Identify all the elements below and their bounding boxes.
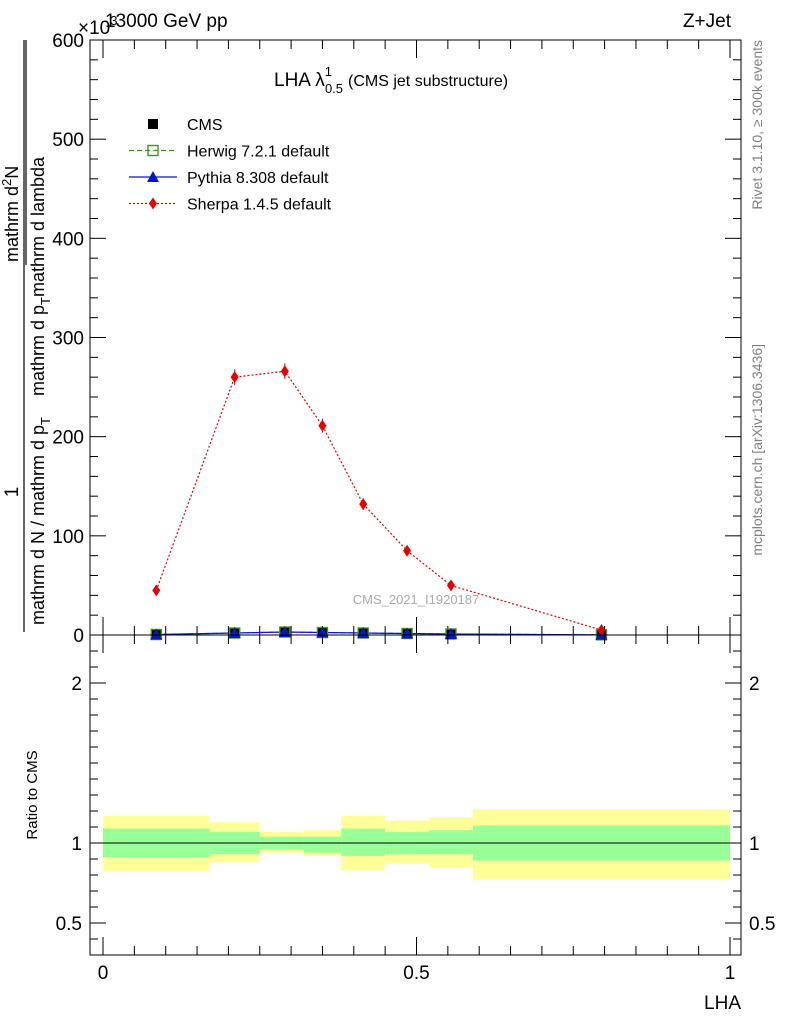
legend-marker-open-square [147,144,159,157]
legend: CMS Herwig 7.2.1 default Pythia 8.308 defa… [129,117,332,214]
ratio-band-inner [303,836,342,853]
data-point-triangle [150,628,163,640]
plot-title: LHA λ1 0.5 (CMS jet substructure) [274,64,508,96]
legend-label: Pythia 8.308 default [187,170,329,187]
y-label-num-n: N [2,166,22,179]
data-point-diamond [359,498,368,511]
x-tick-label: 0.5 [403,963,429,984]
main-x-ticks [102,40,731,635]
plot-title-subscript: 0.5 [325,81,343,96]
process-label: Z+Jet [683,11,732,32]
ratio-panel-frame [89,634,742,956]
ratio-band-inner [341,828,386,856]
legend-marker-diamond [149,197,157,210]
data-point-diamond [152,584,161,597]
ratio-x-axis: 0 0.5 1 [98,635,736,984]
data-point-diamond [318,419,327,432]
main-y-tick-label: 300 [52,329,84,350]
y-label-inner-denominator: mathrm d pTmathrm d lambda [28,156,53,396]
plot-title-main: LHA λ [274,70,325,91]
energy-label: 13000 GeV pp [105,11,228,32]
series-line-2 [156,631,602,636]
side-label-top: Rivet 3.1.10, ≥ 300k events [749,40,765,210]
ratio-y-label: Ratio to CMS [24,750,41,839]
watermark: CMS_2021_I1920187 [353,592,480,607]
y-label-num-sup: 2 [0,179,14,186]
ratio-y-tick-label-right: 0.5 [749,914,775,935]
x-tick-label: 0 [98,963,109,984]
main-y-tick-label: 200 [52,428,84,449]
y-label-den2-sub: T [38,297,53,305]
legend-label: Herwig 7.2.1 default [187,144,330,161]
main-y-tick-label: 0 [73,626,84,647]
data-point-diamond [446,579,455,592]
series-line-3 [155,370,602,631]
data-point-diamond [230,371,239,384]
ratio-y-axis: 0.5 0.5 1 1 2 2 [56,650,775,940]
y-label-den2-text: mathrm d p [28,305,48,396]
data-point-diamond [280,365,289,378]
exponent-power: 3 [110,13,117,28]
main-y-axis-label: 1 mathrm d N / mathrm d pT mathrm d2N ma… [0,40,53,632]
exponent-base: ×10 [78,18,110,39]
y-label-num-d: mathrm d [2,186,22,262]
plot-title-superscript: 1 [325,64,332,79]
main-y-tick-label: 600 [52,31,84,52]
main-y-tick-label: 400 [52,229,84,250]
data-point-diamond [403,544,412,557]
data-point-diamond [597,624,606,637]
ratio-bands [103,809,730,880]
main-y-tick-label: 500 [52,130,84,151]
legend-label: CMS [187,117,223,134]
y-label-outer-denominator: mathrm d N / mathrm d pT [28,417,53,625]
y-label-den-sub: T [38,417,53,425]
plot-title-suffix: (CMS jet substructure) [348,73,508,90]
y-label-one: 1 [2,487,23,498]
ratio-y-tick-label-right: 1 [749,834,760,855]
main-y-tick-label: 100 [52,527,84,548]
exponent-label: ×103 [78,13,117,39]
y-label-den-text: mathrm d N / mathrm d p [28,425,48,625]
ratio-panel: 0.5 0.51 12 2 0 0.5 1 Ratio to CMS LHA [24,634,775,1014]
legend-label: Sherpa 1.4.5 default [187,197,332,214]
data-point-triangle [278,626,291,638]
side-label-bottom: mcplots.cern.ch [arXiv:1306.3436] [749,344,765,556]
main-y-axis: 0 100 200 300 400 500 600 [52,31,741,647]
y-label-inner-numerator: mathrm d2N [0,166,22,262]
ratio-y-tick-label: 0.5 [56,914,82,935]
ratio-y-tick-label: 1 [71,834,82,855]
y-label-den2-rest: mathrm d lambda [28,156,48,297]
ratio-band-inner [429,830,473,855]
x-axis-label: LHA [704,993,741,1014]
data-point-triangle [401,627,414,639]
ratio-y-tick-label-right: 2 [749,674,760,695]
legend-marker-square [148,119,158,129]
legend-marker-triangle [147,171,159,182]
ratio-y-tick-label: 2 [71,674,82,695]
x-tick-label: 1 [725,963,736,984]
